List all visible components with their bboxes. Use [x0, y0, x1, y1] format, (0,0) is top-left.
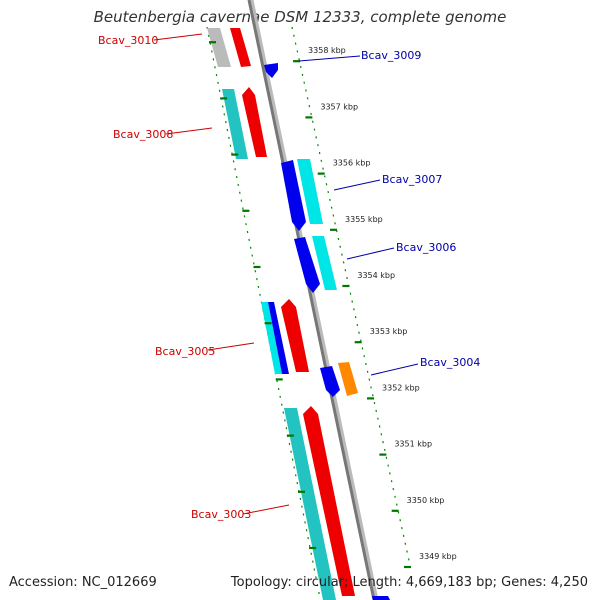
gene-bcav-3007-blue: [281, 160, 306, 231]
gene-label-bcav-3010[interactable]: Bcav_3010: [98, 33, 203, 47]
gene-label-text: Bcav_3007: [382, 173, 442, 186]
gene-label-bcav-3006[interactable]: Bcav_3006: [346, 241, 456, 260]
axis-tick-label: 3352 kbp: [382, 383, 420, 392]
gene-bcav-3009-feature[interactable]: [264, 63, 278, 78]
backbone: [247, 0, 376, 600]
gene-bcav-3008-red: [242, 87, 267, 157]
gene-bcav-3004-blue: [320, 366, 340, 397]
callout-line: [207, 342, 255, 351]
gene-label-bcav-3007[interactable]: Bcav_3007: [333, 173, 442, 191]
gene-bcav-3003-features[interactable]: [284, 406, 355, 600]
gene-label-text: Bcav_3005: [155, 345, 215, 358]
gene-bcav-3004-features[interactable]: [320, 362, 358, 397]
map-title: Beutenbergia cavernae DSM 12333, complet…: [93, 8, 507, 26]
axis-tick-label: 3353 kbp: [370, 327, 408, 336]
gene-bcav-3007-cyan: [297, 159, 323, 224]
gene-bcav-3008-teal: [222, 89, 248, 159]
gene-label-text: Bcav_3010: [98, 34, 158, 47]
callout-line: [346, 247, 395, 260]
callout-line: [242, 504, 290, 515]
callout-line: [370, 363, 419, 376]
axis-tick-label: 3350 kbp: [407, 496, 445, 505]
backbone-shadow: [248, 0, 379, 600]
axis-ticks: 3349 kbp 3350 kbp 3351 kbp 3352 kbp 3353 kbp…: [209, 41, 457, 569]
gene-label-bcav-3004[interactable]: Bcav_3004: [370, 356, 480, 376]
gene-bcav-3010-red: [230, 28, 251, 67]
accession-label: Accession: NC_012669: [9, 575, 157, 590]
gene-bcav-3008-features[interactable]: [222, 87, 267, 159]
gene-label-text: Bcav_3003: [191, 508, 251, 521]
gene-bcav-3005-blue: [268, 302, 289, 374]
gene-label-bcav-3009[interactable]: Bcav_3009: [298, 49, 421, 62]
gene-bcav-3010-gray: [207, 28, 231, 67]
gene-label-text: Bcav_3004: [420, 356, 480, 369]
axis-tick-label: 3351 kbp: [394, 440, 432, 449]
axis-tick-label: 3358 kbp: [308, 46, 346, 55]
callout-line: [333, 179, 381, 191]
gene-label-bcav-3003[interactable]: Bcav_3003: [191, 504, 290, 521]
axis-tick-label: 3357 kbp: [320, 102, 358, 111]
callout-line: [153, 33, 203, 41]
gene-bcav-3005-features[interactable]: [261, 299, 309, 374]
axis-tick-label: 3354 kbp: [357, 271, 395, 280]
gene-label-text: Bcav_3008: [113, 128, 173, 141]
gene-bcav-3003-teal: [284, 408, 336, 600]
gene-bcav-3004-orange: [338, 362, 358, 396]
gene-bcav-3006-blue: [294, 237, 320, 293]
axis-tick-label: 3349 kbp: [419, 552, 457, 561]
gene-bcav-3002-feature[interactable]: [372, 596, 390, 600]
gene-bcav-3006-features[interactable]: [294, 236, 337, 293]
gene-bcav-3010-features[interactable]: [207, 28, 251, 67]
gene-label-bcav-3008[interactable]: Bcav_3008: [113, 127, 213, 141]
gene-label-bcav-3005[interactable]: Bcav_3005: [155, 342, 255, 358]
gene-bcav-3006-cyan: [312, 236, 337, 290]
callout-line: [165, 127, 213, 135]
axis-tick-label: 3356 kbp: [333, 159, 371, 168]
axis-tick-label: 3355 kbp: [345, 215, 383, 224]
gene-bcav-3005-cyan: [261, 302, 282, 374]
frame-left-edge: [206, 26, 321, 599]
gene-bcav-3005-red: [281, 299, 309, 372]
gene-bcav-3007-features[interactable]: [281, 159, 323, 231]
gene-bcav-3003-red: [303, 406, 355, 596]
genome-summary: Topology: circular; Length: 4,669,183 bp…: [230, 575, 588, 590]
gene-label-text: Bcav_3006: [396, 241, 456, 254]
callout-line: [298, 55, 361, 62]
gene-label-text: Bcav_3009: [361, 49, 421, 62]
